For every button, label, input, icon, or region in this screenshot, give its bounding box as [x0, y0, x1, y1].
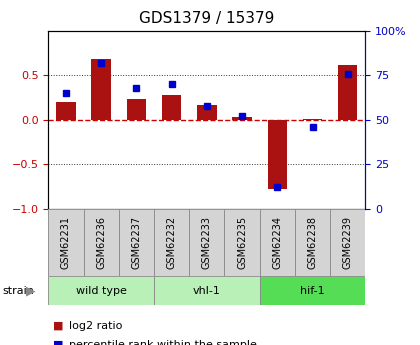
- Text: vhl-1: vhl-1: [193, 286, 221, 296]
- Bar: [338, 65, 357, 120]
- Bar: [224, 209, 260, 276]
- Bar: [154, 209, 189, 276]
- Bar: [260, 276, 365, 305]
- Text: strain: strain: [2, 286, 34, 296]
- Text: ▶: ▶: [26, 284, 35, 297]
- Bar: [92, 59, 111, 120]
- Bar: [84, 209, 119, 276]
- Bar: [56, 102, 76, 120]
- Bar: [330, 209, 365, 276]
- Text: GSM62234: GSM62234: [272, 216, 282, 269]
- Text: GDS1379 / 15379: GDS1379 / 15379: [139, 11, 275, 26]
- Text: GSM62239: GSM62239: [343, 216, 353, 269]
- Text: ■: ■: [52, 321, 63, 331]
- Text: GSM62233: GSM62233: [202, 216, 212, 269]
- Text: hif-1: hif-1: [300, 286, 325, 296]
- Bar: [232, 117, 252, 120]
- Bar: [303, 119, 322, 120]
- Text: GSM62238: GSM62238: [307, 216, 318, 269]
- Text: wild type: wild type: [76, 286, 126, 296]
- Text: log2 ratio: log2 ratio: [69, 321, 123, 331]
- Text: ■: ■: [52, 340, 63, 345]
- Bar: [154, 276, 260, 305]
- Bar: [162, 95, 181, 120]
- Bar: [127, 99, 146, 120]
- Bar: [268, 120, 287, 189]
- Text: GSM62232: GSM62232: [167, 216, 177, 269]
- Bar: [197, 105, 217, 120]
- Bar: [48, 276, 154, 305]
- Text: GSM62231: GSM62231: [61, 216, 71, 269]
- Bar: [189, 209, 224, 276]
- Text: percentile rank within the sample: percentile rank within the sample: [69, 340, 257, 345]
- Text: GSM62235: GSM62235: [237, 216, 247, 269]
- Bar: [260, 209, 295, 276]
- Bar: [295, 209, 330, 276]
- Text: GSM62237: GSM62237: [131, 216, 142, 269]
- Text: GSM62236: GSM62236: [96, 216, 106, 269]
- Bar: [119, 209, 154, 276]
- Bar: [48, 209, 84, 276]
